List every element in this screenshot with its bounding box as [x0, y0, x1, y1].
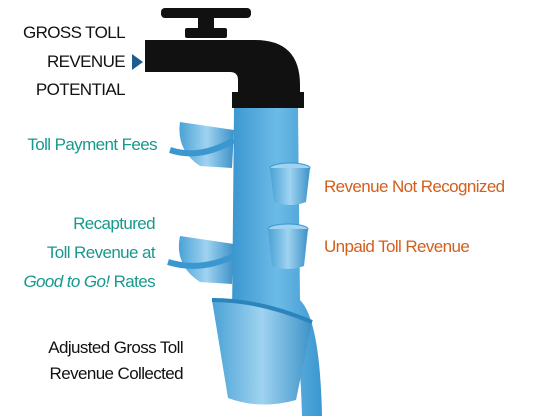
collected-label: Revenue Collected [50, 364, 184, 383]
diagram: GROSS TOLL REVENUE POTENTIAL Toll Paymen… [0, 0, 538, 416]
recaptured-label: Recaptured [73, 214, 155, 233]
unpaid-toll-revenue: Unpaid Toll Revenue [324, 237, 469, 256]
faucet [145, 8, 304, 108]
source-label: REVENUE [47, 52, 125, 71]
recaptured-label: Good to Go! Rates [23, 272, 155, 291]
revenue-not-recognized: Revenue Not Recognized [324, 177, 505, 196]
toll-payment-fees: Toll Payment Fees [27, 135, 157, 154]
source-label: GROSS TOLL [23, 23, 125, 42]
program-name: Good to Go! [23, 272, 110, 291]
recaptured-suffix: Rates [114, 272, 156, 291]
recaptured-label: Toll Revenue at [47, 243, 156, 262]
source-label: POTENTIAL [36, 80, 125, 99]
collected-label: Adjusted Gross Toll [48, 338, 183, 357]
arrow [132, 54, 143, 70]
